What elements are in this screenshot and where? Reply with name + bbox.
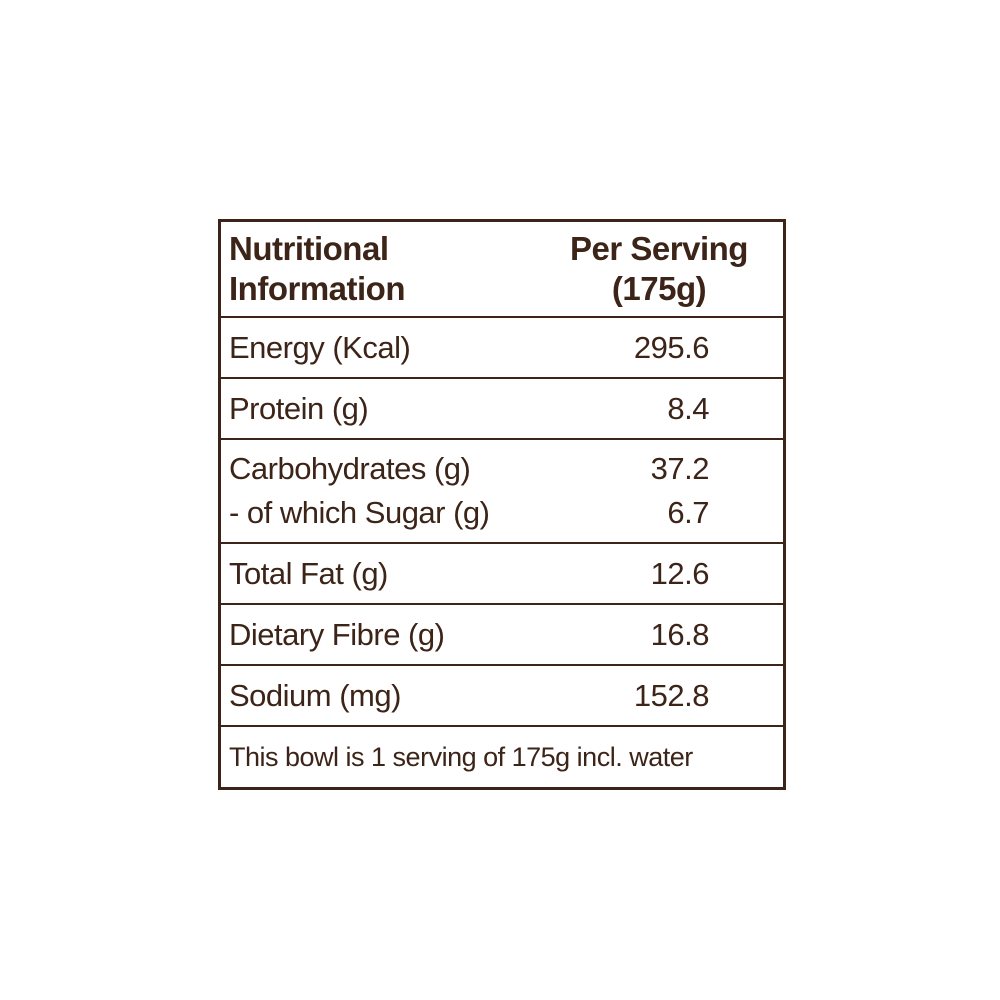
nutrient-value: 295.6 — [633, 329, 710, 365]
table-row-protein: Protein (g) 8.4 — [221, 379, 783, 440]
nutrient-name: - of which Sugar (g) — [229, 495, 490, 530]
carbohydrates-line: Carbohydrates (g) 37.2 — [229, 447, 710, 491]
nutrient-value: 12.6 — [650, 555, 710, 591]
nutrient-name: Carbohydrates (g) — [229, 451, 471, 486]
header-title-line1: Nutritional — [229, 230, 389, 267]
nutrient-value: 16.8 — [650, 616, 710, 652]
nutrient-value: 6.7 — [667, 495, 709, 530]
table-header: Nutritional Information Per Serving (175… — [221, 222, 783, 318]
nutrient-value: 8.4 — [667, 390, 709, 426]
serving-header: Per Serving (175g) — [559, 229, 759, 309]
nutrient-name: Total Fat (g) — [229, 555, 388, 591]
nutrient-name: Dietary Fibre (g) — [229, 616, 445, 652]
table-row-energy: Energy (Kcal) 295.6 — [221, 318, 783, 379]
sugar-line: - of which Sugar (g) 6.7 — [229, 491, 710, 535]
serving-header-line2: (175g) — [611, 270, 707, 307]
nutrient-value: 152.8 — [633, 677, 710, 713]
header-title: Nutritional Information — [229, 229, 405, 309]
table-row-carbohydrates: Carbohydrates (g) 37.2 - of which Sugar … — [221, 440, 783, 544]
nutrient-value: 37.2 — [650, 451, 710, 486]
nutrition-facts-table: Nutritional Information Per Serving (175… — [218, 219, 786, 790]
header-title-line2: Information — [229, 270, 405, 307]
nutrient-name: Sodium (mg) — [229, 677, 401, 713]
serving-note: This bowl is 1 serving of 175g incl. wat… — [221, 727, 783, 787]
nutrient-name: Energy (Kcal) — [229, 329, 411, 365]
table-row-total-fat: Total Fat (g) 12.6 — [221, 544, 783, 605]
table-row-sodium: Sodium (mg) 152.8 — [221, 666, 783, 727]
table-row-dietary-fibre: Dietary Fibre (g) 16.8 — [221, 605, 783, 666]
serving-note-text: This bowl is 1 serving of 175g incl. wat… — [229, 741, 693, 772]
nutrient-name: Protein (g) — [229, 390, 369, 426]
serving-header-line1: Per Serving — [570, 230, 748, 267]
